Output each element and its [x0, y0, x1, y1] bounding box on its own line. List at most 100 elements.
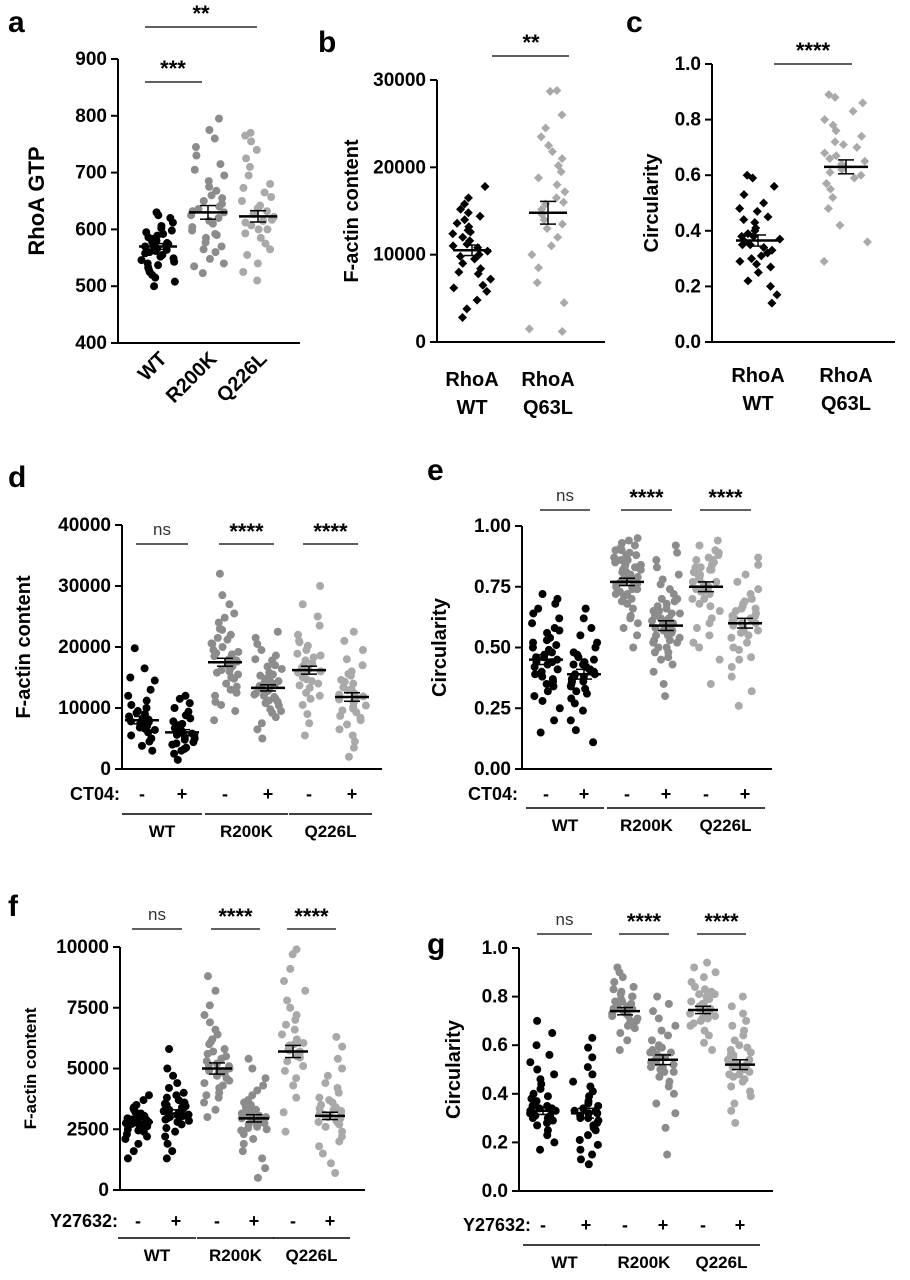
y-tick-label: 0.4: [675, 221, 702, 242]
data-point: [545, 1050, 554, 1059]
data-point: [649, 607, 658, 616]
data-point: [751, 604, 760, 613]
data-point: [315, 621, 324, 630]
data-point: [849, 173, 859, 183]
data-point: [532, 278, 542, 288]
data-point: [552, 180, 562, 190]
data-point: [253, 1086, 262, 1095]
data-point: [711, 1012, 720, 1021]
data-point: [124, 691, 133, 700]
significance-label: **: [522, 30, 540, 55]
data-point: [340, 677, 349, 686]
data-point: [475, 211, 485, 221]
data-point: [162, 1124, 171, 1133]
y-tick-label: 20000: [58, 637, 111, 658]
data-point: [769, 181, 779, 191]
y-tick-label: 2500: [67, 1119, 109, 1140]
data-point: [130, 644, 139, 653]
data-point: [142, 228, 151, 237]
data-point: [636, 560, 645, 569]
data-point: [700, 1026, 709, 1035]
data-point: [654, 643, 663, 652]
data-point: [740, 1026, 749, 1035]
data-point: [210, 134, 219, 143]
x-tick-label: WT: [134, 348, 172, 386]
data-point: [333, 1054, 342, 1063]
treatment-sign: -: [306, 784, 312, 804]
data-point: [234, 647, 243, 656]
treatment-label: CT04:: [468, 784, 518, 804]
panel-e: e 0.00 0.25 0.50 0.75 1.00 Circularity CT04: - + -…: [427, 454, 772, 835]
data-point: [203, 972, 212, 981]
data-point: [303, 710, 312, 719]
data-point: [220, 171, 229, 180]
data-point: [253, 725, 262, 734]
data-point: [664, 999, 673, 1008]
data-point: [587, 624, 596, 633]
data-point: [169, 1071, 178, 1080]
y-tick-label: 800: [75, 106, 107, 127]
data-point: [646, 1048, 655, 1057]
data-point: [669, 1067, 678, 1076]
data-point: [537, 667, 546, 676]
data-point: [334, 1119, 343, 1128]
data-point: [665, 585, 674, 594]
data-point: [344, 669, 353, 678]
data-point: [740, 597, 749, 606]
panel-label-c: c: [626, 6, 643, 39]
data-point: [160, 1099, 169, 1108]
data-point: [730, 1036, 739, 1045]
data-point: [154, 261, 163, 270]
data-point: [541, 123, 551, 133]
data-point: [137, 741, 146, 750]
data-point: [211, 986, 220, 995]
data-point: [220, 1045, 229, 1054]
data-point: [752, 206, 762, 216]
data-point: [584, 1131, 593, 1140]
data-point: [581, 604, 590, 613]
y-tick-label: 10000: [58, 698, 111, 719]
data-point: [731, 1118, 740, 1127]
x-tick-label: RhoA: [521, 369, 574, 391]
data-point: [321, 1079, 330, 1088]
data-point: [828, 120, 838, 130]
y-axis-label: Circularity: [443, 1019, 465, 1119]
data-point: [661, 1123, 670, 1132]
data-point: [273, 627, 282, 636]
data-point: [173, 755, 182, 764]
treatment-sign: -: [135, 1211, 141, 1231]
data-point: [293, 649, 302, 658]
data-point: [205, 216, 214, 225]
data-point: [241, 229, 250, 238]
data-point: [232, 682, 241, 691]
data-point: [237, 197, 246, 205]
data-point: [349, 702, 358, 711]
data-point: [743, 276, 753, 286]
x-tick-label: WT: [456, 397, 487, 419]
data-point: [254, 225, 263, 234]
data-point: [214, 214, 223, 223]
y-tick-label: 30000: [58, 576, 111, 597]
data-point: [588, 1053, 597, 1062]
data-point: [222, 1052, 231, 1061]
y-tick-label: 0.6: [675, 165, 701, 186]
data-point: [652, 1099, 661, 1108]
data-point: [727, 1106, 736, 1115]
treatment-sign: -: [290, 1211, 296, 1231]
data-point: [470, 254, 480, 264]
data-point: [263, 662, 272, 671]
data-point: [129, 1104, 138, 1113]
treatment-sign: -: [622, 1215, 628, 1235]
data-point: [257, 719, 266, 728]
data-point: [220, 613, 229, 622]
data-point: [695, 990, 704, 999]
data-point: [181, 691, 190, 700]
data-point: [217, 700, 226, 709]
data-point: [205, 254, 214, 263]
y-tick-label: 400: [75, 333, 107, 354]
data-point: [164, 1083, 173, 1092]
data-point: [735, 204, 745, 214]
data-point: [704, 553, 713, 562]
data-point: [715, 607, 724, 616]
data-point: [750, 217, 760, 227]
